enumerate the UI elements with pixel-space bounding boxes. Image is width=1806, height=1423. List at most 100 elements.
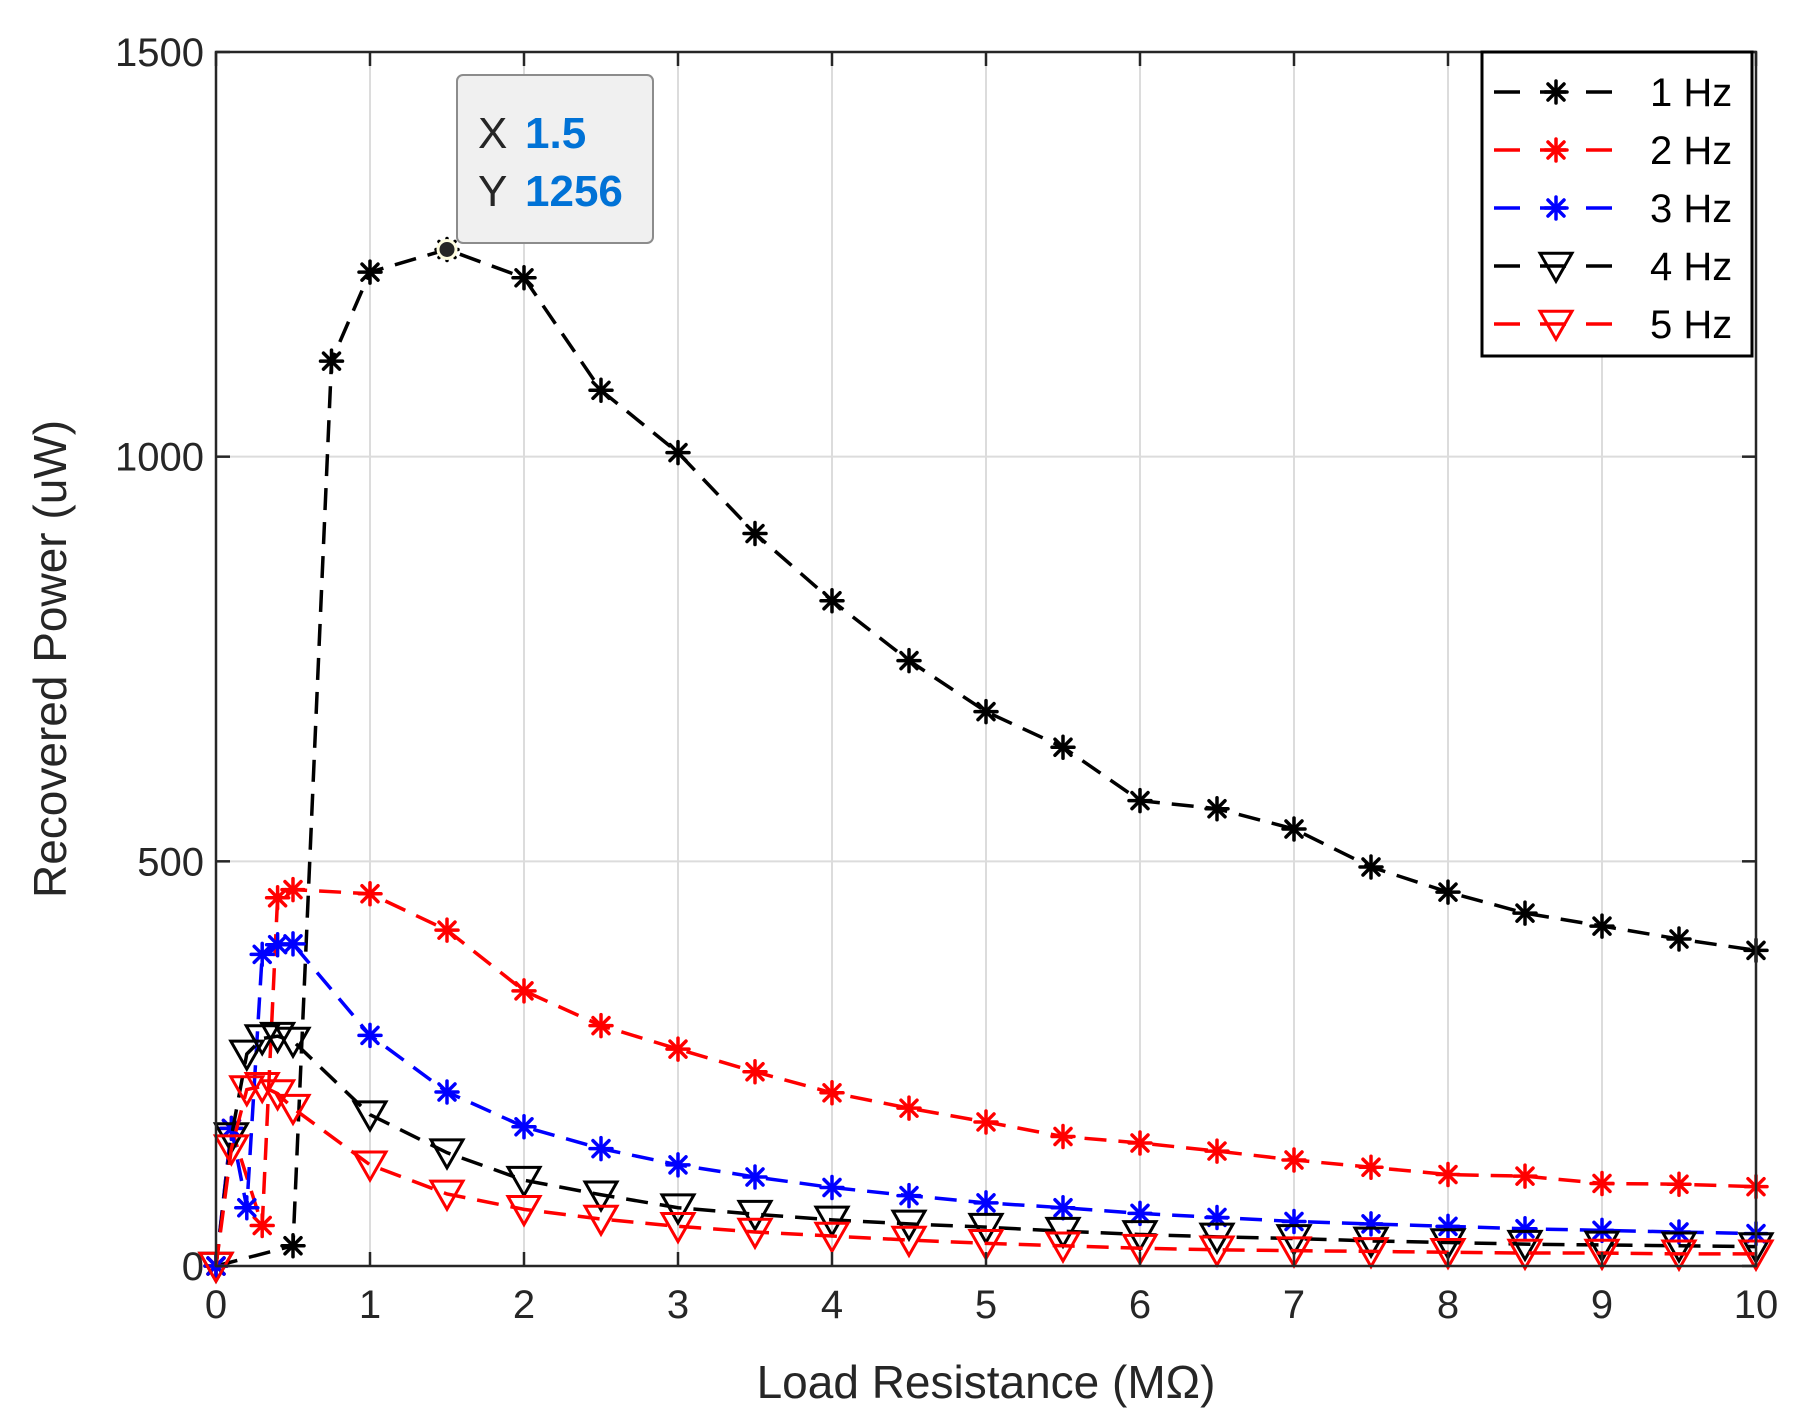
data-point: [736, 1199, 774, 1233]
data-point: [813, 1221, 851, 1255]
x-tick-label: 0: [205, 1283, 227, 1327]
y-tick-label: 1000: [115, 436, 204, 480]
data-point: [1275, 1224, 1313, 1257]
data-point: [428, 1179, 466, 1213]
data-point: [1666, 926, 1692, 952]
data-point: [659, 1193, 697, 1226]
x-tick-label: 8: [1437, 1283, 1459, 1327]
data-point: [819, 1174, 845, 1201]
data-point: [973, 1190, 999, 1216]
data-point: [1666, 1171, 1692, 1198]
data-point: [896, 1182, 922, 1209]
data-point: [665, 439, 691, 466]
data-point: [1275, 1236, 1313, 1269]
data-point: [1589, 913, 1615, 939]
data-point: [582, 1180, 620, 1214]
legend-marker: [1543, 195, 1569, 221]
data-point: [212, 1134, 250, 1167]
data-point: [434, 1079, 460, 1105]
legend: 1 Hz 2 Hz 3 Hz 4 Hz 5 Hz: [1480, 50, 1754, 358]
legend-entry: 5 Hz: [1494, 303, 1732, 347]
x-tick-label: 2: [513, 1283, 535, 1327]
data-point: [1050, 734, 1076, 760]
series-2: [203, 876, 1769, 1279]
data-point: [819, 1080, 845, 1106]
datatip[interactable]: X 1.5 Y 1256: [436, 74, 654, 260]
datatip-y-label: Y: [478, 167, 507, 216]
data-point: [1435, 879, 1461, 905]
data-point: [665, 1036, 691, 1062]
series-line: [215, 247, 1757, 1268]
data-point: [428, 1138, 466, 1171]
x-tick-label: 5: [975, 1283, 997, 1327]
legend-entry: 4 Hz: [1494, 245, 1732, 289]
legend-label: 2 Hz: [1650, 129, 1732, 173]
data-point: [1281, 1208, 1307, 1235]
x-tick-label: 9: [1591, 1283, 1613, 1327]
legend-marker: [1543, 137, 1569, 163]
x-tick-label: 7: [1283, 1283, 1305, 1327]
data-point: [234, 1194, 260, 1221]
data-point: [819, 587, 845, 614]
grid-lines: [216, 52, 1756, 1266]
data-point: [1281, 816, 1307, 842]
x-axis-label: Load Resistance (MΩ): [757, 1356, 1216, 1408]
data-point: [1050, 1194, 1076, 1221]
data-point: [1660, 1231, 1698, 1264]
data-point: [1281, 1147, 1307, 1173]
data-point: [896, 647, 922, 674]
data-point: [1435, 1213, 1461, 1240]
legend-label: 4 Hz: [1650, 245, 1732, 289]
data-point: [1358, 854, 1384, 880]
data-point: [318, 348, 345, 374]
y-axis-label: Recovered Power (uW): [24, 420, 76, 898]
data-point: [280, 1233, 306, 1259]
data-point: [274, 1093, 312, 1127]
data-point: [249, 941, 275, 968]
data-point: [896, 1095, 922, 1121]
x-tick-label: 6: [1129, 1283, 1151, 1327]
legend-entry: 3 Hz: [1494, 187, 1732, 231]
y-tick-label: 500: [137, 840, 204, 884]
data-point: [1204, 1138, 1230, 1164]
data-point: [1583, 1238, 1621, 1272]
data-point: [274, 1026, 312, 1060]
axis-ticks: [214, 50, 1758, 1268]
data-point: [1435, 1161, 1461, 1188]
data-point: [1512, 1163, 1538, 1189]
x-tick-label: 3: [667, 1283, 689, 1327]
data-point: [351, 1100, 389, 1133]
data-point: [1044, 1231, 1082, 1264]
data-point: [967, 1212, 1005, 1246]
data-point: [665, 1152, 691, 1178]
data-point: [659, 1212, 697, 1245]
data-point: [1429, 1228, 1467, 1261]
y-tick-label: 1500: [115, 31, 204, 75]
data-point: [357, 259, 383, 285]
datatip-point: [436, 238, 458, 260]
data-point: [742, 1059, 768, 1085]
data-point: [588, 377, 614, 404]
legend-entry: 1 Hz: [1494, 71, 1732, 115]
data-point: [357, 1022, 383, 1049]
datatip-x-label: X: [478, 109, 507, 158]
data-point: [967, 1229, 1005, 1262]
x-tick-label: 10: [1734, 1283, 1779, 1327]
data-point: [505, 1195, 543, 1228]
data-point: [588, 1012, 614, 1039]
data-point: [588, 1135, 614, 1162]
data-point: [1660, 1239, 1698, 1273]
legend-box: [1480, 50, 1754, 358]
data-point: [1512, 900, 1538, 926]
data-point: [973, 1109, 999, 1135]
data-point: [890, 1225, 928, 1259]
data-point: [243, 1072, 281, 1105]
data-point: [1204, 795, 1230, 822]
data-point: [973, 698, 999, 725]
data-point: [1127, 1130, 1153, 1156]
data-point: [1352, 1226, 1390, 1260]
data-point: [1198, 1235, 1236, 1269]
legend-marker: [1543, 79, 1569, 105]
data-point: [1589, 1217, 1615, 1244]
data-point: [280, 876, 306, 903]
